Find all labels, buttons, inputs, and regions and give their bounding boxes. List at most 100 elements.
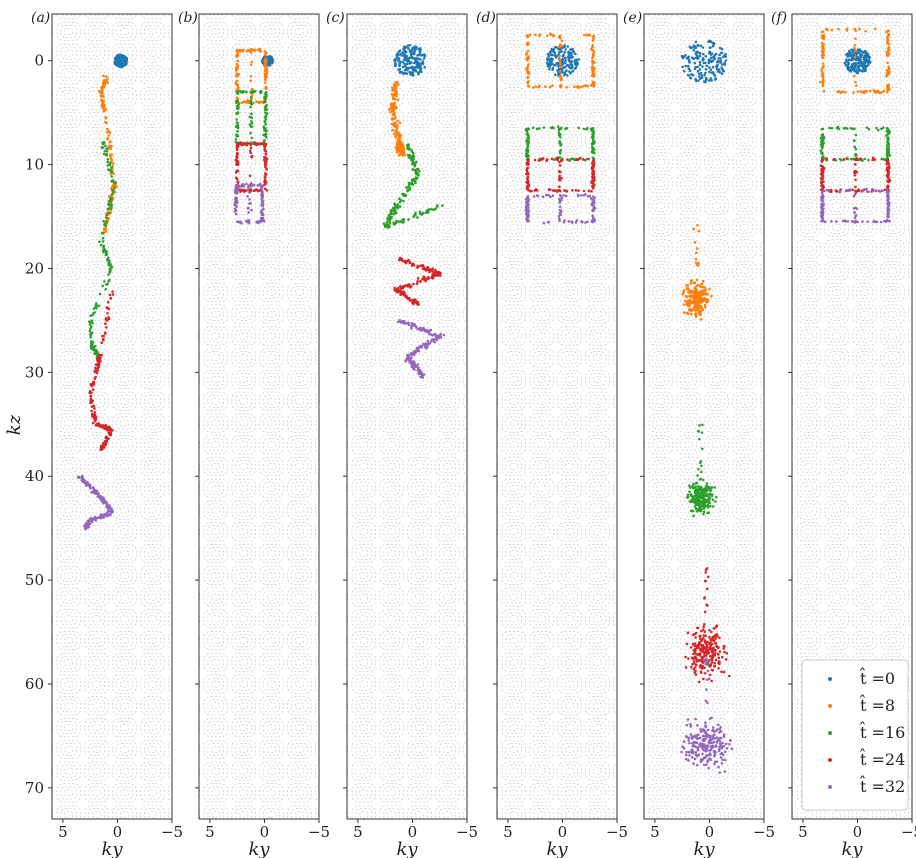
particle [107,211,111,215]
streamline [471,181,479,187]
streamline [351,631,376,651]
streamline [33,635,49,647]
particle [113,60,116,64]
streamline [92,49,101,57]
streamline [64,310,73,318]
streamline [211,223,220,231]
streamline [347,699,348,713]
particle [249,102,253,105]
particle [105,75,108,78]
particle [246,48,250,52]
streamline [267,332,276,340]
streamline [482,289,490,295]
streamline [328,134,344,146]
streamline [505,634,522,647]
particle [423,65,427,69]
streamline [231,326,256,346]
streamline [355,25,372,38]
streamline [439,525,456,539]
streamline [478,243,494,255]
streamline [471,28,479,34]
streamline [359,811,368,818]
particle [432,338,435,341]
particle [249,146,253,150]
particle [408,299,412,302]
particle [102,250,105,254]
particle [100,425,103,429]
streamline [482,812,490,818]
particle [249,63,253,66]
x-axis-label: ky [248,839,270,858]
streamline [509,28,518,35]
streamline [347,351,348,365]
particle [411,151,415,155]
streamline [387,724,396,731]
streamline [37,28,45,34]
streamline [529,565,554,585]
particle [393,223,396,226]
streamline [231,217,256,237]
streamline [64,158,73,166]
streamline [173,308,189,320]
streamline [323,72,331,78]
streamline [291,460,308,473]
particle [99,515,103,519]
streamline [347,46,348,60]
streamline [239,615,248,623]
streamline [180,613,196,625]
particle [235,101,238,104]
streamline [88,677,105,691]
streamline [235,677,252,691]
streamline [537,223,546,231]
particle [247,206,250,210]
streamline [379,696,404,716]
streamline [443,767,452,775]
particle [234,208,238,212]
particle [263,60,266,63]
streamline [478,91,494,103]
streamline [120,811,129,818]
particle [388,221,392,225]
streamline [211,289,220,296]
particle [391,206,395,210]
streamline [505,481,522,495]
particle [106,164,110,167]
particle [429,328,433,332]
streamline [347,655,348,669]
streamline [92,659,101,666]
streamline [471,681,479,687]
streamline [56,674,81,694]
streamline [561,286,578,299]
streamline [407,631,432,651]
streamline [199,286,200,299]
streamline [259,370,284,389]
streamline [359,637,368,644]
x-tick-label: −5 [161,823,183,841]
particle [409,53,413,57]
streamline [351,718,376,738]
particle [405,186,408,189]
streamline [64,115,73,122]
particle [421,60,425,63]
streamline [88,177,105,191]
streamline [328,69,344,81]
streamline [235,264,252,278]
streamline [509,376,518,383]
particle [234,67,238,70]
streamline [505,547,522,560]
streamline [415,354,424,362]
streamline [565,267,574,275]
particle [416,301,420,304]
streamline [295,811,304,818]
streamline [184,790,192,796]
streamline [173,286,189,298]
streamline [407,783,432,803]
streamline [529,522,554,542]
streamline [505,416,522,430]
streamline [359,245,368,253]
streamline [323,659,331,665]
streamline [176,659,184,665]
streamline [471,442,479,448]
streamline [235,634,252,647]
streamline [231,196,256,215]
